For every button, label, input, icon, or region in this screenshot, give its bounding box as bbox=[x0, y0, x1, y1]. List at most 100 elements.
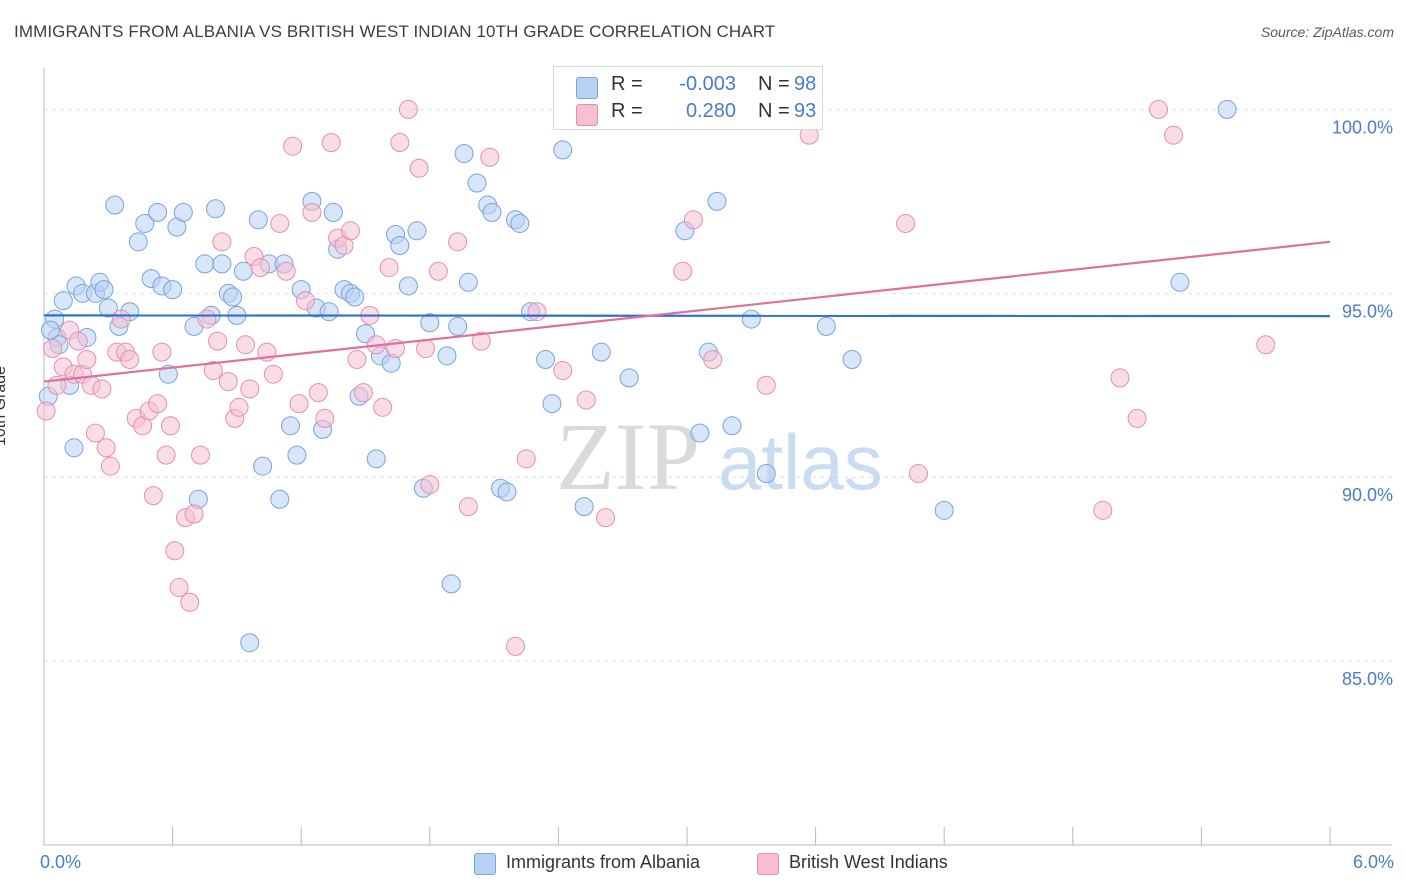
data-point bbox=[308, 383, 328, 403]
data-point bbox=[1127, 408, 1147, 428]
data-point bbox=[482, 202, 502, 222]
data-point bbox=[165, 541, 185, 561]
data-point bbox=[53, 291, 73, 311]
data-point bbox=[576, 390, 596, 410]
trend-line bbox=[43, 240, 1331, 383]
data-point bbox=[379, 258, 399, 278]
data-point bbox=[542, 394, 562, 414]
legend-n-value: 93 bbox=[794, 100, 817, 122]
data-point bbox=[223, 287, 243, 307]
data-point bbox=[574, 497, 594, 517]
data-point bbox=[98, 298, 118, 318]
data-point bbox=[180, 592, 200, 612]
data-point bbox=[366, 449, 386, 469]
data-point bbox=[756, 464, 776, 484]
legend-r-value: 0.280 bbox=[685, 100, 736, 122]
data-point bbox=[347, 350, 367, 370]
data-point bbox=[1170, 272, 1190, 292]
data-point bbox=[263, 364, 283, 384]
chart-title: IMMIGRANTS FROM ALBANIA VS BRITISH WEST … bbox=[14, 22, 776, 41]
data-point bbox=[218, 372, 238, 392]
data-point bbox=[340, 221, 360, 241]
data-point bbox=[203, 361, 223, 381]
watermark-atlas: atlas bbox=[718, 418, 883, 506]
watermark-zip: ZIP bbox=[556, 403, 700, 510]
legend-swatch-pink bbox=[757, 853, 779, 875]
data-point bbox=[437, 346, 457, 366]
y-tick-labels: 100.0% 95.0% 90.0% 85.0% bbox=[1332, 117, 1393, 689]
data-point bbox=[173, 202, 193, 222]
data-point bbox=[345, 287, 365, 307]
data-point bbox=[152, 342, 172, 362]
data-point bbox=[77, 350, 97, 370]
y-tick-label: 95.0% bbox=[1342, 301, 1393, 321]
data-point bbox=[683, 210, 703, 230]
data-point bbox=[197, 309, 217, 329]
y-tick-label: 85.0% bbox=[1342, 669, 1393, 689]
data-point bbox=[448, 232, 468, 252]
data-point bbox=[390, 133, 410, 153]
data-point bbox=[283, 136, 303, 156]
data-point bbox=[428, 261, 448, 281]
data-point bbox=[68, 331, 88, 351]
legend-n-value: 98 bbox=[794, 73, 817, 95]
data-point bbox=[143, 486, 163, 506]
y-tick-label: 100.0% bbox=[1332, 117, 1393, 137]
data-point bbox=[160, 416, 180, 436]
legend-n-label: N = bbox=[758, 73, 790, 95]
data-point bbox=[1217, 99, 1237, 119]
data-point bbox=[190, 445, 210, 465]
data-point bbox=[1256, 335, 1276, 355]
legend-r-label: R = bbox=[611, 100, 643, 122]
data-point bbox=[407, 221, 427, 241]
data-point bbox=[319, 302, 339, 322]
data-point bbox=[480, 147, 500, 167]
data-point bbox=[1110, 368, 1130, 388]
data-point bbox=[111, 309, 131, 329]
data-point bbox=[120, 350, 140, 370]
data-point bbox=[398, 99, 418, 119]
data-point bbox=[703, 350, 723, 370]
data-point bbox=[707, 191, 727, 211]
data-point bbox=[240, 379, 260, 399]
data-point bbox=[321, 133, 341, 153]
data-point bbox=[516, 449, 536, 469]
data-point bbox=[100, 456, 120, 476]
data-point bbox=[471, 331, 491, 351]
data-point bbox=[353, 383, 373, 403]
data-point bbox=[287, 445, 307, 465]
data-point bbox=[158, 364, 178, 384]
data-point bbox=[235, 335, 255, 355]
data-point bbox=[289, 394, 309, 414]
axes bbox=[43, 68, 1392, 846]
data-point bbox=[212, 254, 232, 274]
data-point bbox=[536, 350, 556, 370]
data-point bbox=[416, 338, 436, 358]
data-point bbox=[454, 144, 474, 164]
data-point bbox=[398, 276, 418, 296]
series-legend: Immigrants from Albania British West Ind… bbox=[0, 850, 1406, 880]
legend-label-bwi: British West Indians bbox=[789, 852, 948, 872]
series-bwi-points bbox=[36, 99, 1276, 656]
y-axis-label: 10th Grade bbox=[0, 365, 9, 446]
data-point bbox=[390, 236, 410, 256]
data-point bbox=[43, 338, 63, 358]
data-point bbox=[205, 199, 225, 219]
data-point bbox=[40, 320, 60, 340]
data-point bbox=[280, 416, 300, 436]
trend-lines bbox=[43, 240, 1331, 383]
data-point bbox=[1149, 99, 1169, 119]
data-point bbox=[373, 397, 393, 417]
data-point bbox=[253, 456, 273, 476]
data-point bbox=[816, 316, 836, 336]
data-point bbox=[302, 202, 322, 222]
data-point bbox=[722, 416, 742, 436]
data-point bbox=[92, 379, 112, 399]
data-point bbox=[842, 350, 862, 370]
x-tick-label-min: 0.0% bbox=[40, 852, 82, 872]
data-point bbox=[148, 394, 168, 414]
data-point bbox=[756, 375, 776, 395]
data-point bbox=[248, 210, 268, 230]
legend-swatch-blue bbox=[474, 853, 496, 875]
